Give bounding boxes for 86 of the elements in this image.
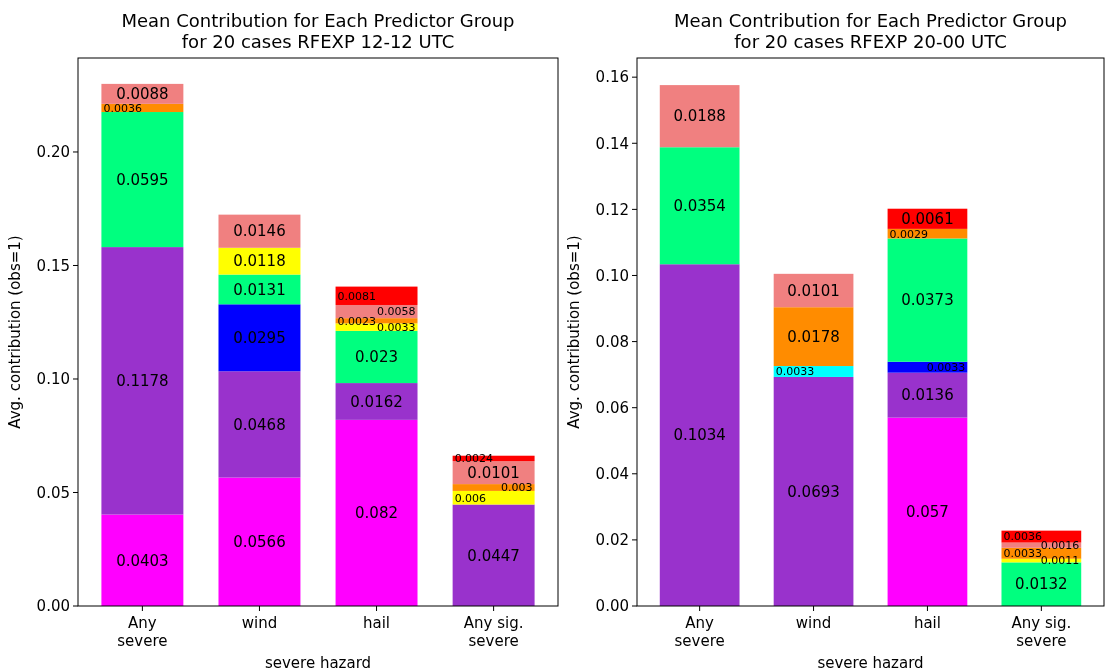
data-label: 0.0131 bbox=[233, 280, 286, 299]
bar bbox=[887, 417, 968, 606]
bar bbox=[887, 238, 968, 362]
bar bbox=[659, 147, 740, 265]
y-tick-label: 0.00 bbox=[36, 597, 70, 616]
x-tick-label: hail bbox=[363, 614, 391, 632]
data-label: 0.0295 bbox=[233, 329, 286, 348]
bar bbox=[218, 371, 301, 478]
data-label: 0.0373 bbox=[901, 291, 954, 310]
x-tick-label: Any sig. severe bbox=[463, 614, 524, 650]
data-label: 0.0058 bbox=[377, 305, 416, 319]
y-tick-label: 0.02 bbox=[595, 531, 629, 550]
x-tick-label: wind bbox=[241, 614, 278, 632]
bar bbox=[335, 383, 418, 420]
data-label: 0.0447 bbox=[467, 546, 520, 565]
data-label: 0.082 bbox=[355, 504, 399, 523]
data-label: 0.0033 bbox=[1003, 547, 1042, 561]
y-tick-label: 0.15 bbox=[36, 256, 70, 275]
data-label: 0.0178 bbox=[787, 327, 840, 346]
data-label: 0.0403 bbox=[116, 551, 169, 570]
x-tick-label: hail bbox=[913, 614, 941, 632]
bar bbox=[218, 304, 301, 372]
bar bbox=[659, 85, 740, 148]
data-label: 0.0033 bbox=[775, 365, 815, 379]
bar bbox=[218, 477, 301, 606]
y-tick-label: 0.05 bbox=[36, 483, 70, 502]
bar bbox=[773, 376, 854, 606]
x-tick-label: Any severe bbox=[117, 614, 168, 650]
data-label: 0.023 bbox=[355, 348, 399, 367]
data-label: 0.0118 bbox=[233, 252, 286, 271]
data-label: 0.057 bbox=[905, 503, 949, 522]
y-tick-label: 0.20 bbox=[36, 143, 70, 162]
data-label: 0.003 bbox=[501, 481, 533, 495]
data-label: 0.0595 bbox=[116, 170, 169, 189]
bar bbox=[773, 307, 854, 367]
data-label: 0.0468 bbox=[233, 415, 286, 434]
data-label: 0.1178 bbox=[116, 372, 169, 391]
bar bbox=[452, 504, 535, 606]
bar bbox=[101, 514, 184, 606]
data-label: 0.0162 bbox=[350, 392, 403, 411]
data-label: 0.0036 bbox=[103, 101, 142, 115]
y-tick-label: 0.10 bbox=[595, 266, 629, 285]
y-axis-title: Avg. contribution (obs=1) bbox=[565, 235, 583, 429]
bar bbox=[101, 112, 184, 248]
data-label: 0.0136 bbox=[901, 386, 954, 405]
x-tick-label: wind bbox=[795, 614, 832, 632]
data-label: 0.1034 bbox=[673, 426, 726, 445]
y-tick-label: 0.04 bbox=[595, 465, 629, 484]
data-label: 0.0023 bbox=[337, 314, 377, 328]
data-label: 0.0088 bbox=[116, 85, 169, 104]
bar bbox=[659, 264, 740, 606]
data-label: 0.006 bbox=[454, 491, 487, 505]
y-tick-label: 0.14 bbox=[595, 134, 629, 153]
data-label: 0.0081 bbox=[337, 289, 377, 303]
data-label: 0.0188 bbox=[673, 107, 726, 126]
data-label: 0.0024 bbox=[454, 452, 494, 466]
data-label: 0.0132 bbox=[1015, 575, 1068, 594]
y-tick-label: 0.10 bbox=[36, 370, 70, 389]
data-label: 0.0101 bbox=[787, 281, 840, 300]
bar bbox=[887, 372, 968, 418]
data-label: 0.0146 bbox=[233, 222, 286, 241]
y-tick-label: 0.08 bbox=[595, 332, 629, 351]
data-label: 0.0061 bbox=[901, 210, 954, 229]
x-tick-label: Any severe bbox=[674, 614, 725, 650]
data-label: 0.0033 bbox=[377, 320, 416, 334]
data-label: 0.0693 bbox=[787, 482, 840, 501]
data-label: 0.0354 bbox=[673, 196, 726, 215]
x-axis-title: severe hazard bbox=[817, 654, 924, 670]
y-tick-label: 0.00 bbox=[595, 597, 629, 616]
y-tick-label: 0.16 bbox=[595, 68, 629, 87]
data-label: 0.0036 bbox=[1003, 530, 1042, 544]
x-tick-label: Any sig. severe bbox=[1011, 614, 1072, 650]
data-label: 0.0566 bbox=[233, 533, 286, 552]
chart-title: Mean Contribution for Each Predictor Group for 20 cases RFEXP 12-12 UTC bbox=[121, 10, 515, 52]
bar bbox=[335, 419, 418, 606]
chart-title: Mean Contribution for Each Predictor Group for 20 cases RFEXP 20-00 UTC bbox=[673, 10, 1068, 52]
y-tick-label: 0.06 bbox=[595, 398, 629, 417]
bar bbox=[335, 330, 418, 384]
data-label: 0.0033 bbox=[926, 361, 966, 375]
x-axis-title: severe hazard bbox=[264, 654, 372, 670]
y-axis-title: Avg. contribution (obs=1) bbox=[6, 235, 24, 429]
data-label: 0.0016 bbox=[1040, 539, 1080, 553]
y-tick-label: 0.12 bbox=[595, 200, 629, 219]
data-label: 0.0101 bbox=[467, 463, 520, 482]
bar bbox=[101, 247, 184, 515]
data-label: 0.0029 bbox=[889, 227, 929, 241]
